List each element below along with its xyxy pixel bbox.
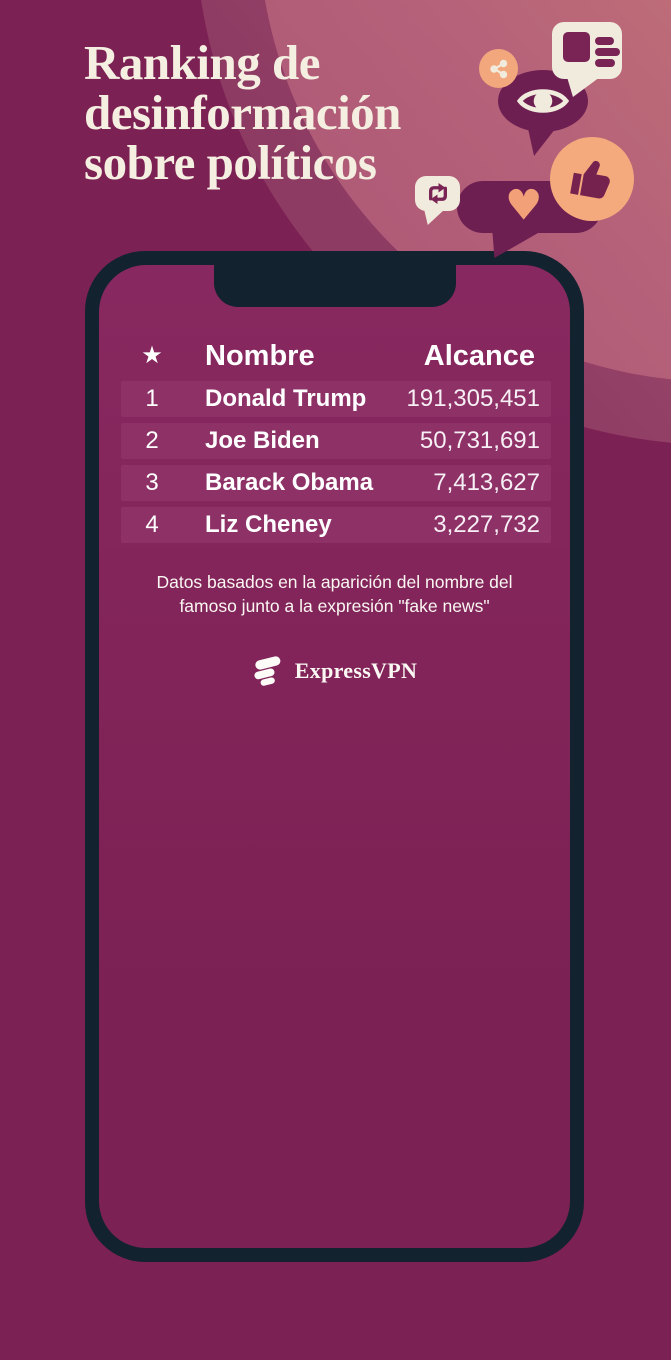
news-text-line [595,59,615,67]
share-glyph [489,59,507,78]
data-source-note: Datos basados en la aparición del nombre… [99,570,570,618]
news-text-line [595,48,620,56]
data-source-note-line2: famoso junto a la expresión "fake news" [179,596,490,616]
data-source-note-line1: Datos basados en la aparición del nombre… [156,572,513,592]
table-row: 4 Liz Cheney 3,227,732 [121,507,551,543]
table-row: 3 Barack Obama 7,413,627 [121,465,551,501]
heart-icon: ♥ [505,180,543,230]
retweet-icon [428,183,447,204]
reach-cell: 50,731,691 [419,427,540,454]
page-title-line1: Ranking de [84,35,321,90]
name-cell: Liz Cheney [205,511,332,538]
column-header-name: Nombre [205,339,315,372]
page-title-line3: sobre políticos [84,135,377,190]
page-title: Ranking de desinformación sobre político… [84,38,401,188]
rank-cell: 1 [145,385,159,412]
table-row: 1 Donald Trump 191,305,451 [121,381,551,417]
expressvpn-logo-icon [254,656,281,686]
rank-cell: 3 [145,469,159,496]
news-article-bubble-icon [552,22,622,79]
rank-cell: 2 [145,427,159,454]
news-image-block [563,32,590,62]
rank-cell: 4 [145,511,159,538]
eye-icon [517,89,569,113]
reach-cell: 191,305,451 [406,385,540,412]
page-title-line2: desinformación [84,85,401,140]
retweet-bubble-icon [415,176,460,211]
ranking-table-rows: 1 Donald Trump 191,305,451 2 Joe Biden 5… [121,381,551,549]
phone-screen: ★ Nombre Alcance 1 Donald Trump 191,305,… [99,265,570,1248]
reach-cell: 7,413,627 [433,469,540,496]
thumbs-up-glyph [570,160,610,199]
name-cell: Joe Biden [205,427,320,454]
name-cell: Donald Trump [205,385,367,412]
column-header-reach: Alcance [423,339,535,372]
reach-cell: 3,227,732 [433,511,540,538]
name-cell: Barack Obama [205,469,374,496]
ranking-table-header: ★ Nombre Alcance [121,339,551,373]
share-nodes-icon [479,49,518,88]
table-row: 2 Joe Biden 50,731,691 [121,423,551,459]
news-text-line [595,37,614,45]
thumbs-up-icon [550,137,634,221]
brand-name: ExpressVPN [294,658,418,683]
phone-mockup: ★ Nombre Alcance 1 Donald Trump 191,305,… [85,251,584,1262]
brand-lockup: ExpressVPN [99,656,570,686]
star-icon: ★ [141,342,163,369]
phone-notch [213,265,456,307]
